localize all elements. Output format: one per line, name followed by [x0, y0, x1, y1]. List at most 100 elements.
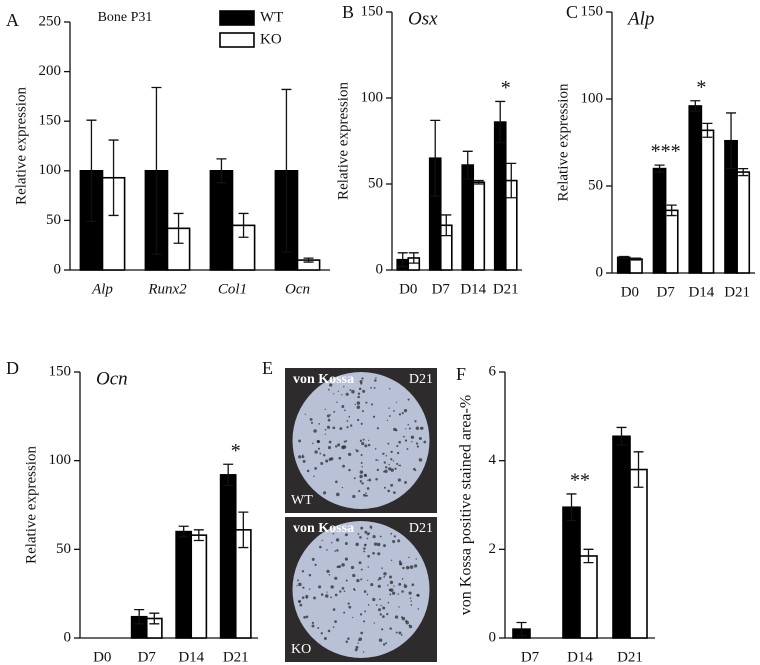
- stain-dot: [403, 583, 406, 585]
- error-bar: [630, 257, 641, 261]
- stain-dot: [358, 489, 361, 493]
- stain-dot: [404, 439, 408, 442]
- stain-dot: [346, 420, 349, 422]
- y-axis-label: Relative expression: [335, 82, 351, 200]
- stain-dot: [377, 608, 382, 612]
- error-bar: [633, 451, 644, 488]
- panel-label: B: [342, 2, 354, 22]
- annotation: *: [696, 76, 706, 98]
- stain-dot: [297, 579, 300, 582]
- bar: [579, 555, 598, 639]
- stain-dot: [367, 579, 369, 581]
- error-bar: [281, 88, 292, 253]
- annotation: *: [231, 440, 241, 462]
- stain-dot: [368, 439, 370, 442]
- stain-dot: [314, 450, 318, 454]
- chart-title: Bone P31: [98, 10, 153, 25]
- stain-dot: [328, 457, 332, 461]
- stain-dot: [323, 636, 327, 640]
- stain-dot: [324, 428, 327, 431]
- stain-dot: [341, 486, 344, 489]
- stain-dot: [405, 428, 407, 430]
- stain-dot: [414, 469, 417, 472]
- stain-dot: [390, 559, 393, 562]
- stain-dot: [370, 403, 374, 406]
- stain-dot: [341, 563, 345, 567]
- stain-dot: [334, 620, 337, 624]
- y-tick-label: 50: [56, 541, 71, 557]
- stain-dot: [393, 585, 395, 587]
- stain-dot: [353, 477, 356, 480]
- error-bar: [178, 525, 189, 538]
- stain-dot: [303, 616, 306, 619]
- image-day: D21: [409, 372, 433, 387]
- error-bar: [462, 150, 473, 180]
- stain-dot: [365, 492, 367, 494]
- error-bar: [108, 139, 119, 217]
- error-bar: [151, 86, 162, 255]
- stain-dot: [342, 445, 347, 449]
- stain-dot: [334, 576, 338, 580]
- stain-dot: [384, 469, 388, 473]
- stain-dot: [348, 468, 351, 472]
- stain-dot: [298, 439, 302, 443]
- stain-dot: [341, 404, 345, 408]
- stain-dot: [405, 565, 410, 570]
- stain-dot: [363, 550, 366, 553]
- stain-dot: [328, 573, 331, 576]
- stain-dot: [327, 446, 331, 450]
- stain-dot: [318, 585, 322, 589]
- stain-dot: [332, 626, 335, 629]
- stain-dot: [308, 573, 312, 577]
- error-bar: [303, 257, 314, 263]
- stain-dot: [377, 578, 380, 581]
- stain-dot: [329, 414, 331, 416]
- stain-dot: [352, 616, 354, 619]
- error-bar: [495, 100, 506, 144]
- stain-dot: [392, 539, 396, 544]
- stain-dot: [347, 637, 350, 640]
- stain-dot: [302, 454, 304, 456]
- stain-dot: [382, 452, 385, 455]
- stain-dot: [388, 467, 392, 471]
- stain-dot: [390, 588, 394, 592]
- stain-dot: [409, 597, 412, 600]
- stain-dot: [368, 532, 371, 535]
- error-bar: [506, 162, 517, 199]
- error-bar: [666, 204, 677, 217]
- error-bar: [618, 255, 629, 259]
- stain-dot: [344, 409, 346, 412]
- stain-dot: [302, 586, 305, 589]
- stain-dot: [359, 480, 363, 483]
- y-tick-label: 100: [49, 452, 72, 468]
- y-axis-label: Relative expression: [555, 83, 571, 201]
- stain-dot: [325, 594, 329, 598]
- stain-dot: [418, 437, 422, 441]
- error-bar: [397, 252, 408, 268]
- stain-dot: [337, 565, 341, 569]
- stain-dot: [332, 608, 336, 611]
- stain-dot: [345, 579, 348, 582]
- stain-dot: [356, 405, 361, 410]
- error-bar: [149, 612, 160, 625]
- y-tick-label: 50: [46, 212, 61, 228]
- stain-dot: [389, 575, 393, 579]
- stain-dot: [350, 565, 355, 570]
- stain-dot: [324, 408, 326, 410]
- stain-dot: [333, 393, 335, 395]
- stain-dot: [390, 458, 393, 461]
- stain-dot: [336, 549, 339, 552]
- stain-dot: [352, 573, 356, 578]
- stain-dot: [317, 447, 321, 450]
- stain-dot: [360, 631, 364, 635]
- stain-dot: [415, 426, 420, 430]
- stain-dot: [359, 536, 362, 539]
- stain-dot: [346, 426, 349, 429]
- stain-dot: [355, 449, 359, 453]
- stain-dot: [372, 534, 376, 539]
- x-tick-label: D7: [656, 284, 675, 300]
- panel-label: F: [456, 364, 466, 384]
- stain-dot: [373, 542, 378, 546]
- x-tick-label: D21: [493, 281, 519, 297]
- stain-dot: [401, 412, 404, 415]
